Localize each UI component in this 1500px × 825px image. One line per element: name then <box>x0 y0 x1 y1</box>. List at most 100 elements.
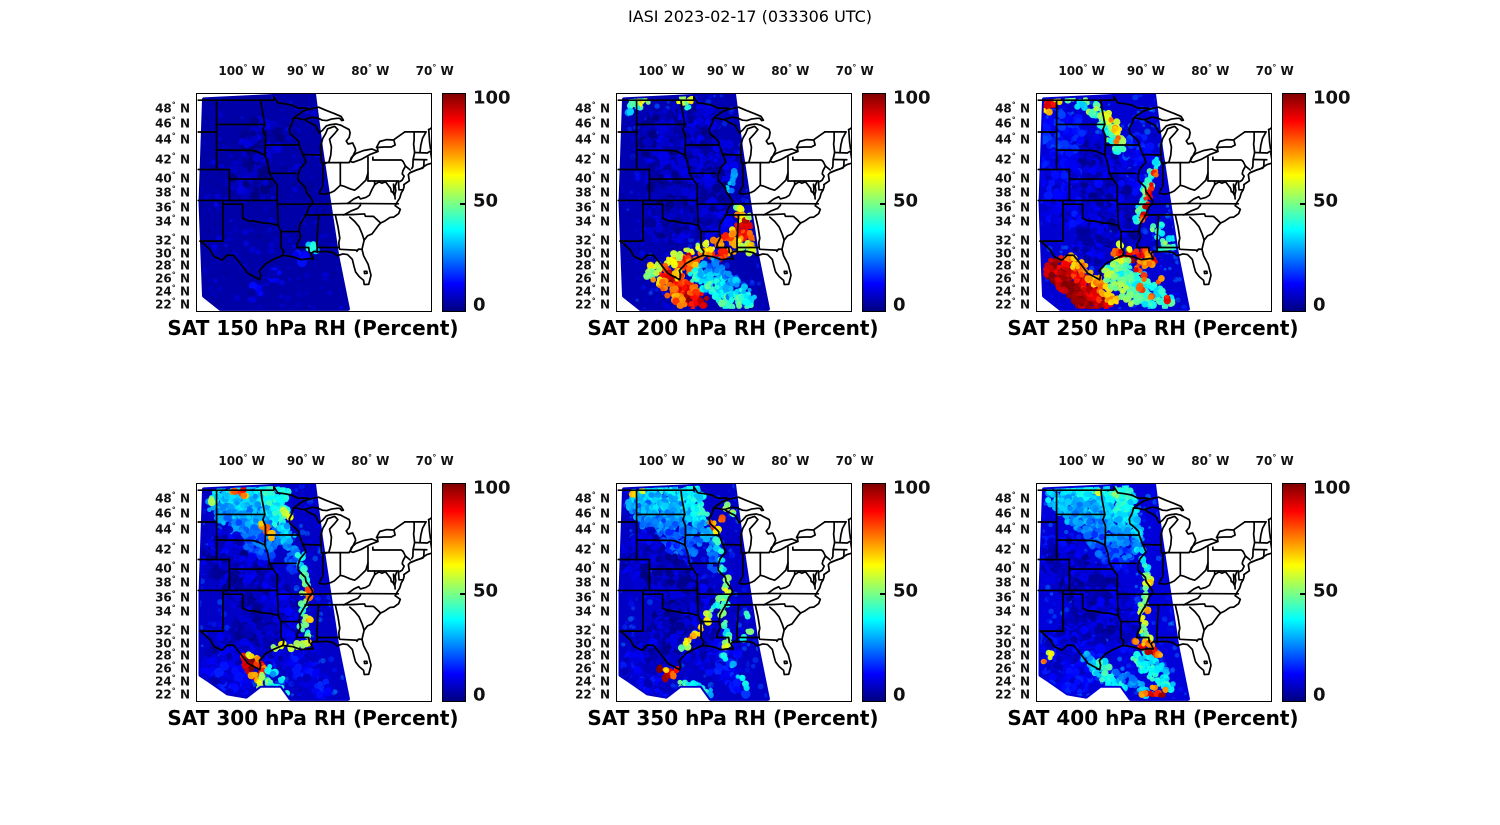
x-tick-label: 90° W <box>1126 453 1166 468</box>
colorbar <box>862 483 886 702</box>
y-tick-label: 32° N <box>155 232 190 248</box>
y-tick-label: 42° N <box>995 151 1030 167</box>
y-tick-label: 42° N <box>575 151 610 167</box>
y-tick-label: 30° N <box>155 635 190 651</box>
y-tick-label: 30° N <box>155 245 190 261</box>
y-tick-label: 34° N <box>995 603 1030 619</box>
y-tick-label: 36° N <box>155 199 190 215</box>
y-tick-label: 30° N <box>995 635 1030 651</box>
y-tick-label: 22° N <box>575 296 610 312</box>
y-tick-label: 26° N <box>155 270 190 286</box>
y-tick-label: 28° N <box>995 647 1030 663</box>
y-tick-label: 42° N <box>155 151 190 167</box>
y-tick-label: 42° N <box>995 541 1030 557</box>
y-tick-label: 26° N <box>995 270 1030 286</box>
y-tick-label: 38° N <box>155 184 190 200</box>
x-tick-label: 100° W <box>1058 453 1105 468</box>
x-tick-label: 80° W <box>771 63 810 78</box>
colorbar <box>862 93 886 312</box>
y-tick-label: 22° N <box>155 296 190 312</box>
colorbar-tick-mark <box>460 592 465 595</box>
colorbar <box>1282 483 1306 702</box>
y-tick-label: 24° N <box>155 673 190 689</box>
panel-sat-150hpa: 100° W 90° W 80° W 70° W 48° N 46° N 44° N 42° … <box>155 63 511 340</box>
panel-title: SAT 150 hPa RH (Percent) <box>167 316 459 340</box>
colorbar-tick-label: 50 <box>893 580 919 602</box>
y-tick-label: 24° N <box>995 673 1030 689</box>
y-tick-label: 46° N <box>995 115 1030 131</box>
y-tick-label: 42° N <box>575 541 610 557</box>
panel-title: SAT 350 hPa RH (Percent) <box>587 706 879 730</box>
colorbar <box>1282 93 1306 312</box>
y-tick-label: 46° N <box>155 115 190 131</box>
y-tick-label: 30° N <box>575 635 610 651</box>
y-tick-label: 48° N <box>155 490 190 506</box>
y-tick-label: 38° N <box>995 184 1030 200</box>
colorbar-tick-label: 100 <box>473 477 511 499</box>
y-tick-label: 44° N <box>995 131 1030 147</box>
colorbar-tick-label: 100 <box>1313 87 1351 109</box>
y-tick-label: 30° N <box>575 245 610 261</box>
y-tick-label: 40° N <box>155 560 190 576</box>
y-tick-label: 48° N <box>575 100 610 116</box>
y-tick-label: 32° N <box>995 622 1030 638</box>
colorbar-tick-label: 0 <box>893 294 906 316</box>
y-tick-label: 22° N <box>995 686 1030 702</box>
y-tick-label: 34° N <box>995 213 1030 229</box>
panel-title: SAT 250 hPa RH (Percent) <box>1007 316 1299 340</box>
y-tick-label: 48° N <box>575 490 610 506</box>
x-tick-label: 80° W <box>771 453 810 468</box>
y-tick-label: 30° N <box>995 245 1030 261</box>
colorbar-tick-mark <box>1300 592 1305 595</box>
x-tick-label: 90° W <box>286 63 326 78</box>
y-tick-label: 34° N <box>155 213 190 229</box>
y-tick-label: 46° N <box>155 505 190 521</box>
y-tick-label: 28° N <box>575 257 610 273</box>
y-tick-label: 44° N <box>575 521 610 537</box>
x-tick-label: 100° W <box>218 453 265 468</box>
colorbar-tick-label: 0 <box>473 294 486 316</box>
colorbar-tick-label: 100 <box>473 87 511 109</box>
colorbar-tick-label: 100 <box>893 87 931 109</box>
plot-box <box>616 483 852 702</box>
y-tick-label: 32° N <box>575 232 610 248</box>
y-tick-label: 36° N <box>575 199 610 215</box>
y-tick-label: 32° N <box>995 232 1030 248</box>
x-tick-label: 80° W <box>1191 453 1230 468</box>
panel-sat-250hpa: 100° W 90° W 80° W 70° W 48° N 46° N 44° N 42° … <box>995 63 1351 340</box>
y-tick-label: 32° N <box>575 622 610 638</box>
x-tick-label: 70° W <box>835 63 874 78</box>
y-tick-label: 40° N <box>995 170 1030 186</box>
panel-sat-350hpa: 100° W 90° W 80° W 70° W 48° N 46° N 44° N 42° … <box>575 453 931 730</box>
y-tick-label: 44° N <box>155 131 190 147</box>
colorbar-tick-label: 50 <box>1313 190 1339 212</box>
colorbar-tick-mark <box>880 202 885 205</box>
x-tick-label: 70° W <box>1255 63 1294 78</box>
colorbar-tick-label: 50 <box>1313 580 1339 602</box>
y-tick-label: 34° N <box>575 213 610 229</box>
y-tick-label: 34° N <box>575 603 610 619</box>
map-plot-canvas <box>1037 484 1271 701</box>
y-tick-label: 26° N <box>575 660 610 676</box>
y-tick-label: 28° N <box>575 647 610 663</box>
x-tick-label: 100° W <box>218 63 265 78</box>
plot-box <box>1036 483 1272 702</box>
y-tick-label: 36° N <box>995 589 1030 605</box>
y-tick-label: 40° N <box>995 560 1030 576</box>
panel-sat-200hpa: 100° W 90° W 80° W 70° W 48° N 46° N 44° N 42° … <box>575 63 931 340</box>
y-tick-label: 26° N <box>575 270 610 286</box>
y-tick-label: 40° N <box>575 170 610 186</box>
colorbar-tick-label: 0 <box>893 684 906 706</box>
y-tick-label: 24° N <box>155 283 190 299</box>
y-tick-label: 44° N <box>575 131 610 147</box>
y-tick-label: 24° N <box>575 283 610 299</box>
plot-box <box>196 93 432 312</box>
colorbar-tick-label: 50 <box>473 190 499 212</box>
colorbar-tick-mark <box>1300 202 1305 205</box>
y-tick-label: 38° N <box>995 574 1030 590</box>
y-tick-label: 48° N <box>995 490 1030 506</box>
map-plot-canvas <box>197 484 431 701</box>
map-plot-canvas <box>1037 94 1271 311</box>
colorbar-tick-label: 0 <box>1313 684 1326 706</box>
colorbar-tick-label: 50 <box>893 190 919 212</box>
